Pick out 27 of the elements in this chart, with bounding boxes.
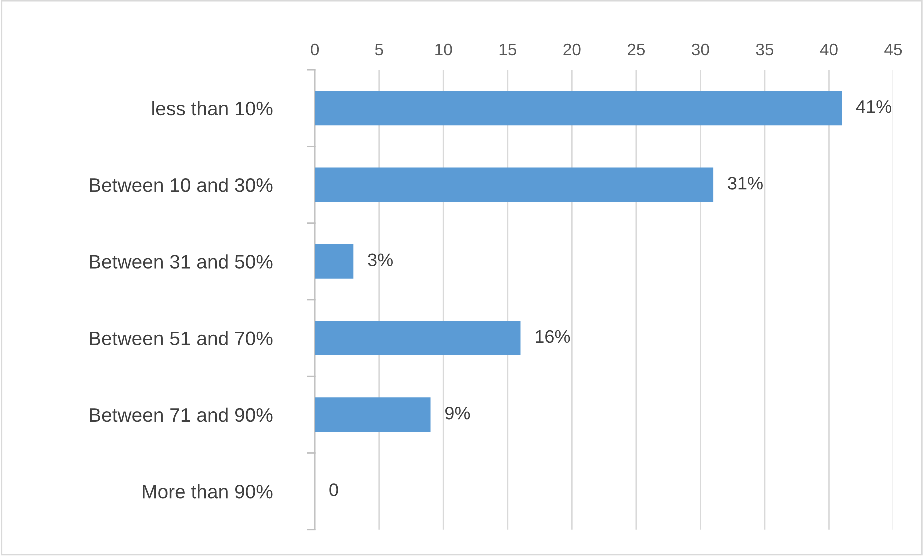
- bar: [315, 321, 521, 356]
- bar: [315, 244, 354, 279]
- y-tick-label: Between 31 and 50%: [90, 254, 273, 269]
- x-tick-label: 45: [884, 44, 902, 56]
- y-tick-label: Between 71 and 90%: [90, 408, 273, 422]
- x-tick-label: 20: [564, 44, 581, 56]
- x-tick-label: 30: [692, 44, 710, 56]
- bar: [315, 91, 842, 126]
- y-tick-label: Between 51 and 70%: [90, 331, 273, 346]
- x-tick-label: 35: [756, 44, 774, 56]
- x-tick-label: 10: [436, 44, 452, 56]
- x-tick-label: 5: [375, 44, 384, 56]
- y-tick-label: Between 10 and 30%: [90, 178, 273, 192]
- data-label: 9%: [446, 406, 470, 420]
- bar: [315, 398, 431, 432]
- y-tick-label: less than 10%: [152, 101, 273, 116]
- bar: [315, 168, 714, 202]
- data-label: 3%: [368, 254, 393, 266]
- x-tick-label: 0: [311, 44, 320, 56]
- data-label: 41%: [856, 100, 892, 114]
- x-tick-label: 15: [500, 44, 516, 56]
- y-tick-label: More than 90%: [143, 484, 273, 499]
- data-label: 0: [330, 484, 338, 496]
- x-tick-label: 25: [628, 44, 645, 56]
- x-tick-label: 40: [820, 44, 838, 56]
- data-label: 31%: [728, 177, 763, 190]
- data-label: 16%: [536, 330, 570, 344]
